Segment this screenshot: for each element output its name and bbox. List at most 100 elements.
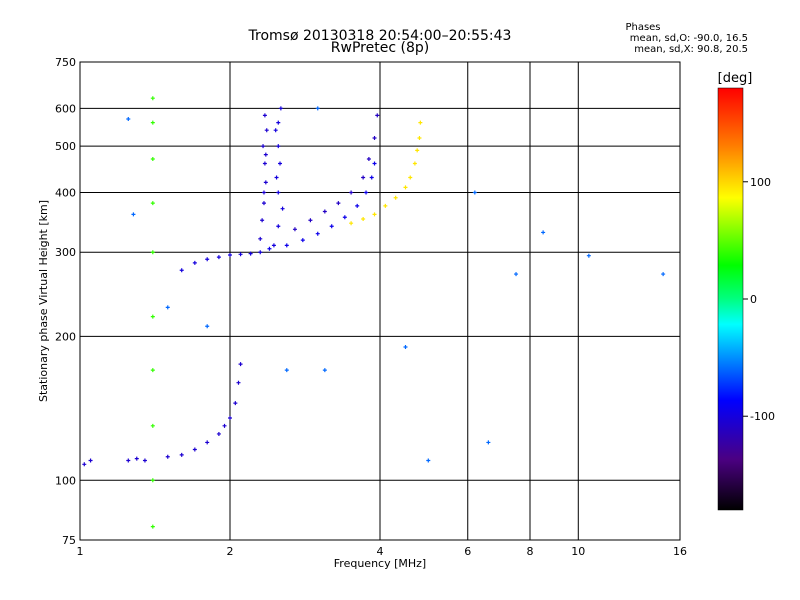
echo-point [150, 478, 155, 483]
echo-point [126, 116, 131, 121]
echo-point [349, 190, 354, 195]
plot-frame [79, 61, 681, 541]
echo-point [261, 190, 266, 195]
data-points [82, 96, 666, 529]
echo-point [238, 362, 243, 367]
echo-point [238, 252, 243, 257]
trace-o-trace-low-e [82, 362, 243, 467]
echo-point [280, 206, 285, 211]
x-tick-label: 2 [227, 545, 234, 558]
echo-point [88, 458, 93, 463]
echo-point [236, 380, 241, 385]
echo-point [276, 190, 281, 195]
echo-point [263, 152, 268, 157]
echo-point [150, 120, 155, 125]
phases-x-mode: mean, sd,X: 90.8, 20.5 [634, 44, 748, 55]
echo-point [369, 175, 374, 180]
echo-point [192, 447, 197, 452]
echo-point [342, 215, 347, 220]
echo-point [150, 423, 155, 428]
echo-point [412, 161, 417, 166]
chart-subtitle: RwPretec (8p) [330, 40, 430, 56]
echo-point [300, 238, 305, 243]
echo-point [364, 190, 369, 195]
echo-point [361, 217, 366, 222]
echo-point [336, 201, 341, 206]
echo-point [150, 96, 155, 101]
echo-point [586, 253, 591, 258]
echo-point [179, 268, 184, 273]
trace-scattered-echoes [126, 106, 666, 463]
colorbar-tick-label: 100 [750, 176, 771, 189]
y-axis: 75 100 200 300 400 500 600 750 [55, 56, 76, 547]
echo-point [276, 144, 281, 149]
y-tick-label: 300 [55, 246, 76, 259]
x-tick-label: 16 [673, 545, 687, 558]
echo-point [372, 212, 377, 217]
echo-point [284, 368, 289, 373]
x-tick-label: 8 [527, 545, 534, 558]
echo-point [403, 345, 408, 350]
echo-point [276, 120, 281, 125]
echo-point [262, 161, 267, 166]
echo-point [273, 128, 278, 133]
trace-o-trace-f2-upper [292, 113, 380, 232]
echo-point [372, 161, 377, 166]
echo-point [150, 314, 155, 319]
echo-point [322, 209, 327, 214]
colorbar-label: [deg] [718, 71, 753, 86]
x-tick-label: 1 [77, 545, 84, 558]
echo-point [150, 250, 155, 255]
x-axis: 1 2 4 6 8 10 16 [77, 545, 688, 558]
echo-point [292, 227, 297, 232]
y-tick-label: 500 [55, 140, 76, 153]
echo-point [131, 212, 136, 217]
y-tick-label: 75 [62, 534, 76, 547]
chart-title: Tromsø 20130318 20:54:00–20:55:43 [248, 28, 512, 44]
echo-point [142, 458, 147, 463]
y-axis-title: Stationary phase Virtual Height [km] [37, 200, 50, 402]
echo-point [486, 440, 491, 445]
echo-point [366, 157, 371, 162]
x-tick-label: 6 [464, 545, 471, 558]
echo-point [408, 175, 413, 180]
echo-point [150, 157, 155, 162]
echo-point [661, 272, 666, 277]
trace-spread-column-2-5 [271, 106, 285, 248]
echo-point [150, 368, 155, 373]
echo-point [267, 246, 272, 251]
echo-point [403, 185, 408, 190]
echo-point [375, 113, 380, 118]
echo-point [274, 175, 279, 180]
echo-point [150, 524, 155, 529]
echo-point [134, 456, 139, 461]
y-tick-label: 200 [55, 330, 76, 343]
echo-point [205, 440, 210, 445]
echo-point [216, 431, 221, 436]
y-tick-label: 100 [55, 474, 76, 487]
echo-point [165, 454, 170, 459]
y-tick-label: 750 [55, 56, 76, 69]
echo-point [315, 231, 320, 236]
echo-point [262, 113, 267, 118]
echo-point [126, 458, 131, 463]
trace-o-trace-f1 [179, 250, 263, 273]
echo-point [205, 324, 210, 329]
trace-o-trace-f2-lower [267, 161, 377, 251]
echo-point [393, 195, 398, 200]
echo-point [417, 136, 422, 141]
echo-point [228, 253, 232, 258]
y-tick-label: 400 [55, 186, 76, 199]
echo-point [222, 423, 227, 428]
colorbar-ticks: -100 0 100 [743, 176, 775, 423]
echo-point [264, 128, 269, 133]
echo-point [372, 136, 377, 141]
colorbar [717, 87, 744, 511]
x-axis-title: Frequency [MHz] [334, 557, 426, 570]
echo-point [228, 415, 232, 420]
grid-lines [80, 62, 680, 540]
colorbar-tick-label: 0 [750, 293, 757, 306]
echo-point [278, 161, 283, 166]
echo-point [472, 190, 477, 195]
